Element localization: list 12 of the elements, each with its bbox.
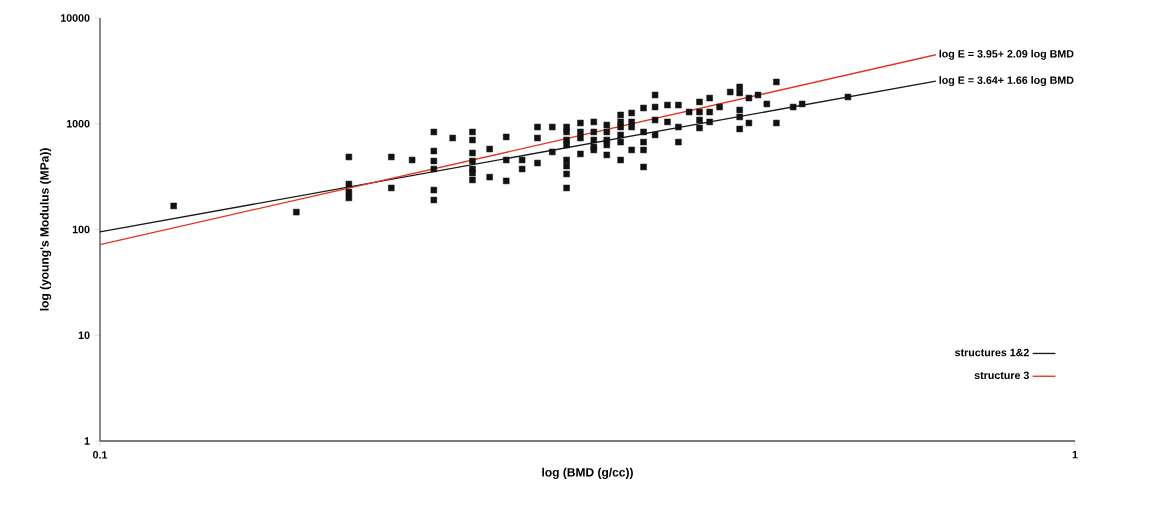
x-tick-label: 0.1: [93, 451, 108, 459]
legend-label: structure 3: [974, 371, 1029, 380]
x-axis-title: log (BMD (g/cc)): [542, 467, 633, 479]
y-tick-label: 10000: [61, 14, 90, 22]
annotation: log E = 3.64+ 1.66 log BMD: [939, 76, 1074, 87]
y-axis-title: log (young's Modulus (MPa)): [39, 148, 52, 311]
y-tick-label: 100: [72, 225, 90, 234]
y-tick-label: 1000: [66, 119, 90, 128]
y-tick-label: 10: [78, 331, 90, 340]
y-tick-label: 1: [84, 437, 90, 445]
legend-label: structures 1&2: [955, 348, 1029, 357]
annotation: log E = 3.95+ 2.09 log BMD: [939, 49, 1074, 60]
